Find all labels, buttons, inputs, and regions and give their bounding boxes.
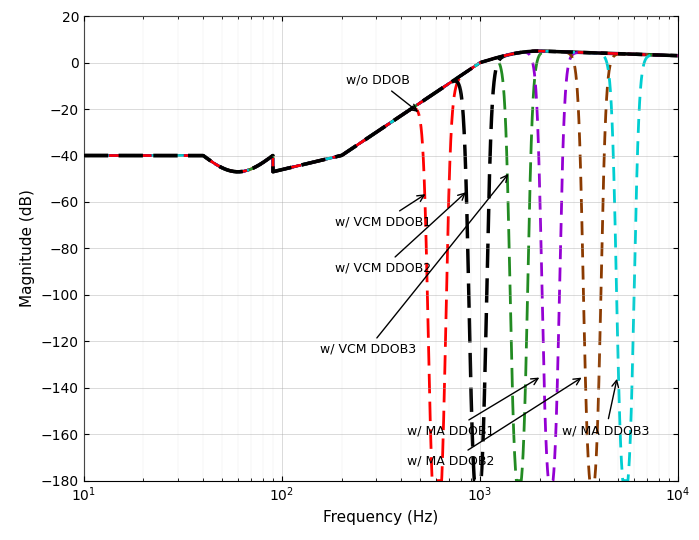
Text: w/o DDOB: w/o DDOB: [346, 73, 417, 111]
Text: w/ VCM DDOB3: w/ VCM DDOB3: [319, 175, 507, 356]
Text: w/ MA DDOB1: w/ MA DDOB1: [408, 379, 538, 437]
Text: w/ MA DDOB2: w/ MA DDOB2: [408, 379, 580, 467]
Text: w/ MA DDOB3: w/ MA DDOB3: [562, 380, 649, 437]
Text: w/ VCM DDOB1: w/ VCM DDOB1: [335, 195, 431, 228]
X-axis label: Frequency (Hz): Frequency (Hz): [324, 510, 438, 525]
Text: w/ VCM DDOB2: w/ VCM DDOB2: [335, 193, 465, 275]
Y-axis label: Magnitude (dB): Magnitude (dB): [20, 190, 36, 307]
